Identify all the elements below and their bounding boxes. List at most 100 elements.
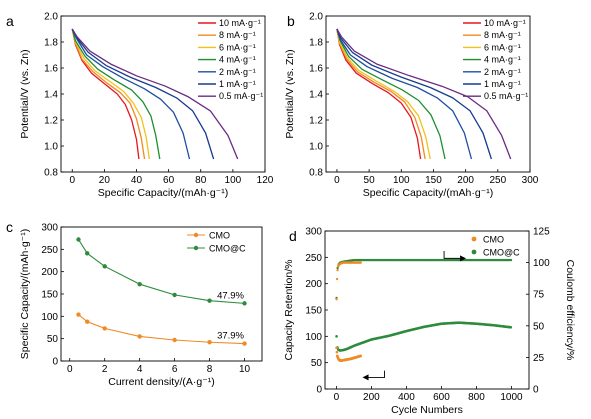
panel-a: 0 20 40 60 80 100 120 0.8 1.0 1.2 1.4 1.6 1.8 2.0 Spec… [6,12,274,200]
rate-data-point [76,312,81,317]
legend-marker [471,236,477,242]
x-tick-label: 600 [433,392,450,403]
discharge-curve-line [71,28,150,160]
coulomb-point-cmo [359,261,362,264]
x-tick-label: 300 [522,175,539,186]
legend-entry: CMO@C [209,244,246,254]
y-tick-label: 200 [41,267,58,278]
y2-tick-label: 25 [533,353,545,364]
rate-data-point [207,298,212,303]
x-tick-label: 0 [334,392,340,403]
legend-entry: 2 mA·g⁻¹ [219,67,256,77]
coulomb-point-cmo [336,268,339,272]
y2-tick-label: 125 [533,227,550,238]
legend-entry: 2 mA·g⁻¹ [484,67,521,77]
legend-entry: 0.5 mA·g⁻¹ [219,91,263,101]
x-axis-label: Specific Capacity/(mAh·g⁻¹) [98,187,228,199]
rate-data-point [242,301,247,306]
rate-data-point [102,264,107,269]
discharge-curve-line [336,28,512,160]
rate-data-point [172,337,177,343]
discharge-curve-line [71,28,161,160]
legend-entry: 6 mA·g⁻¹ [219,42,256,52]
y-tick-label: 50 [311,358,323,369]
y2-tick-label: 75 [533,290,545,301]
x-axis-label: Specific Capacity/(mAh·g⁻¹) [363,187,493,199]
legend-entry: 4 mA·g⁻¹ [484,55,521,65]
discharge-curve-line [71,28,146,160]
y-tick-label: 1.4 [309,90,323,101]
x-tick-label: 6 [172,364,178,375]
x-tick-label: 100 [225,175,242,186]
legend-entry: 8 mA·g⁻¹ [484,30,521,40]
retention-point-cmo [335,350,339,354]
y-tick-label: 0.8 [44,168,58,179]
x-axis-label: Current density/(A·g⁻¹) [108,376,215,388]
legend-entry: 8 mA·g⁻¹ [219,30,256,40]
x-tick-label: 250 [489,175,506,186]
coulomb-point-cmo [335,298,338,301]
x-tick-label: 400 [398,392,415,403]
legend-marker [193,232,199,238]
y-tick-label: 0 [316,385,322,396]
y-tick-label: 2.0 [44,12,58,23]
x-tick-label: 1000 [500,392,523,403]
discharge-curve-line [336,28,473,160]
rate-data-point [85,251,90,256]
discharge-curve-line [71,28,215,160]
y-tick-label: 1.8 [309,38,323,49]
retention-point-cmoc [335,335,338,338]
x-tick-label: 50 [364,175,376,186]
legend-entry: 1 mA·g⁻¹ [219,79,256,89]
legend-entry: CMO [209,231,230,241]
x-tick-label: 120 [257,175,274,186]
coulomb-point-cmoc [509,258,513,262]
rate-data-point [85,319,90,324]
x-tick-label: 0 [69,175,75,186]
legend-entry: 10 mA·g⁻¹ [484,18,526,28]
legend-entry: 6 mA·g⁻¹ [484,42,521,52]
y-tick-label: 1.4 [44,90,58,101]
y-axis-label: Specific Capacity/(mAh·g⁻¹) [19,229,31,359]
y-tick-label: 250 [41,245,58,256]
y2-tick-label: 0 [533,385,539,396]
axis-arrow-right-head [460,255,467,262]
y-tick-label: 300 [41,223,58,234]
y-tick-label: 200 [305,279,322,290]
y-tick-label: 1.2 [309,116,323,127]
y-tick-label: 300 [305,227,322,238]
rate-data-point [137,281,142,287]
y2-axis-label: Coulomb efficiency/% [564,260,576,361]
y2-tick-label: 50 [533,321,545,332]
panel-letter: c [6,219,13,235]
retention-annotation: 47.9% [217,290,244,301]
x-tick-label: 10 [239,364,251,375]
legend-marker [193,245,199,251]
panel-d: 0 200 400 600 800 1000050100150200250300Cycle… [283,227,576,417]
y-tick-label: 150 [41,290,58,301]
y-tick-label: 0.8 [309,168,323,179]
y-tick-label: 1.0 [44,142,58,153]
retention-point-cmoc [509,325,513,329]
discharge-curve-line [336,28,431,160]
y-tick-label: 1.6 [309,64,323,75]
y2-tick-label: 100 [533,258,550,269]
x-tick-label: 100 [393,175,410,186]
y-tick-label: 1.0 [309,142,323,153]
discharge-curve-line [71,28,239,160]
legend-entry: 0.5 mA·g⁻¹ [484,91,528,101]
y-axis-label: Potential/V (vs. Zn) [284,49,296,138]
discharge-curve-line [336,28,422,160]
retention-point-cmo [335,346,338,350]
rate-data-point [207,340,212,345]
discharge-curve-line [336,28,426,160]
x-tick-label: 60 [163,175,175,186]
y-tick-label: 0 [52,357,58,368]
legend-entry: 1 mA·g⁻¹ [484,79,521,89]
panel-letter: d [289,228,297,244]
axis-arrow-left [366,370,385,378]
axis-arrow-right [443,251,463,259]
y-tick-label: 1.8 [44,38,58,49]
